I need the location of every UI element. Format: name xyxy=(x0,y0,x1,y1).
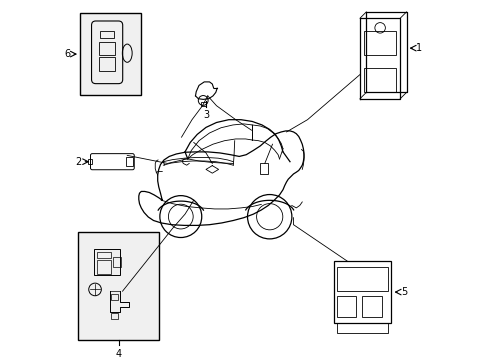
Bar xyxy=(111,294,118,300)
Bar xyxy=(99,57,115,71)
Text: 3: 3 xyxy=(203,109,209,120)
Bar xyxy=(80,13,141,95)
Bar xyxy=(97,260,111,274)
Bar xyxy=(260,163,267,174)
Bar xyxy=(113,257,121,267)
Bar xyxy=(97,252,111,258)
Text: 6: 6 xyxy=(64,49,70,59)
Bar xyxy=(100,31,114,38)
Bar xyxy=(337,267,387,291)
Bar xyxy=(337,296,356,318)
Bar xyxy=(78,232,159,340)
Text: 1: 1 xyxy=(415,43,422,53)
Bar xyxy=(362,296,381,318)
Text: 5: 5 xyxy=(401,287,407,297)
Bar xyxy=(364,31,395,55)
Text: 2: 2 xyxy=(75,157,81,167)
Bar xyxy=(94,249,120,275)
Bar xyxy=(111,313,118,319)
Bar xyxy=(201,102,205,106)
Bar xyxy=(88,159,92,164)
Bar xyxy=(364,68,395,93)
Bar xyxy=(337,323,387,333)
Bar xyxy=(99,42,115,55)
Bar xyxy=(333,261,391,323)
Text: 4: 4 xyxy=(115,349,122,359)
Bar xyxy=(125,157,132,166)
